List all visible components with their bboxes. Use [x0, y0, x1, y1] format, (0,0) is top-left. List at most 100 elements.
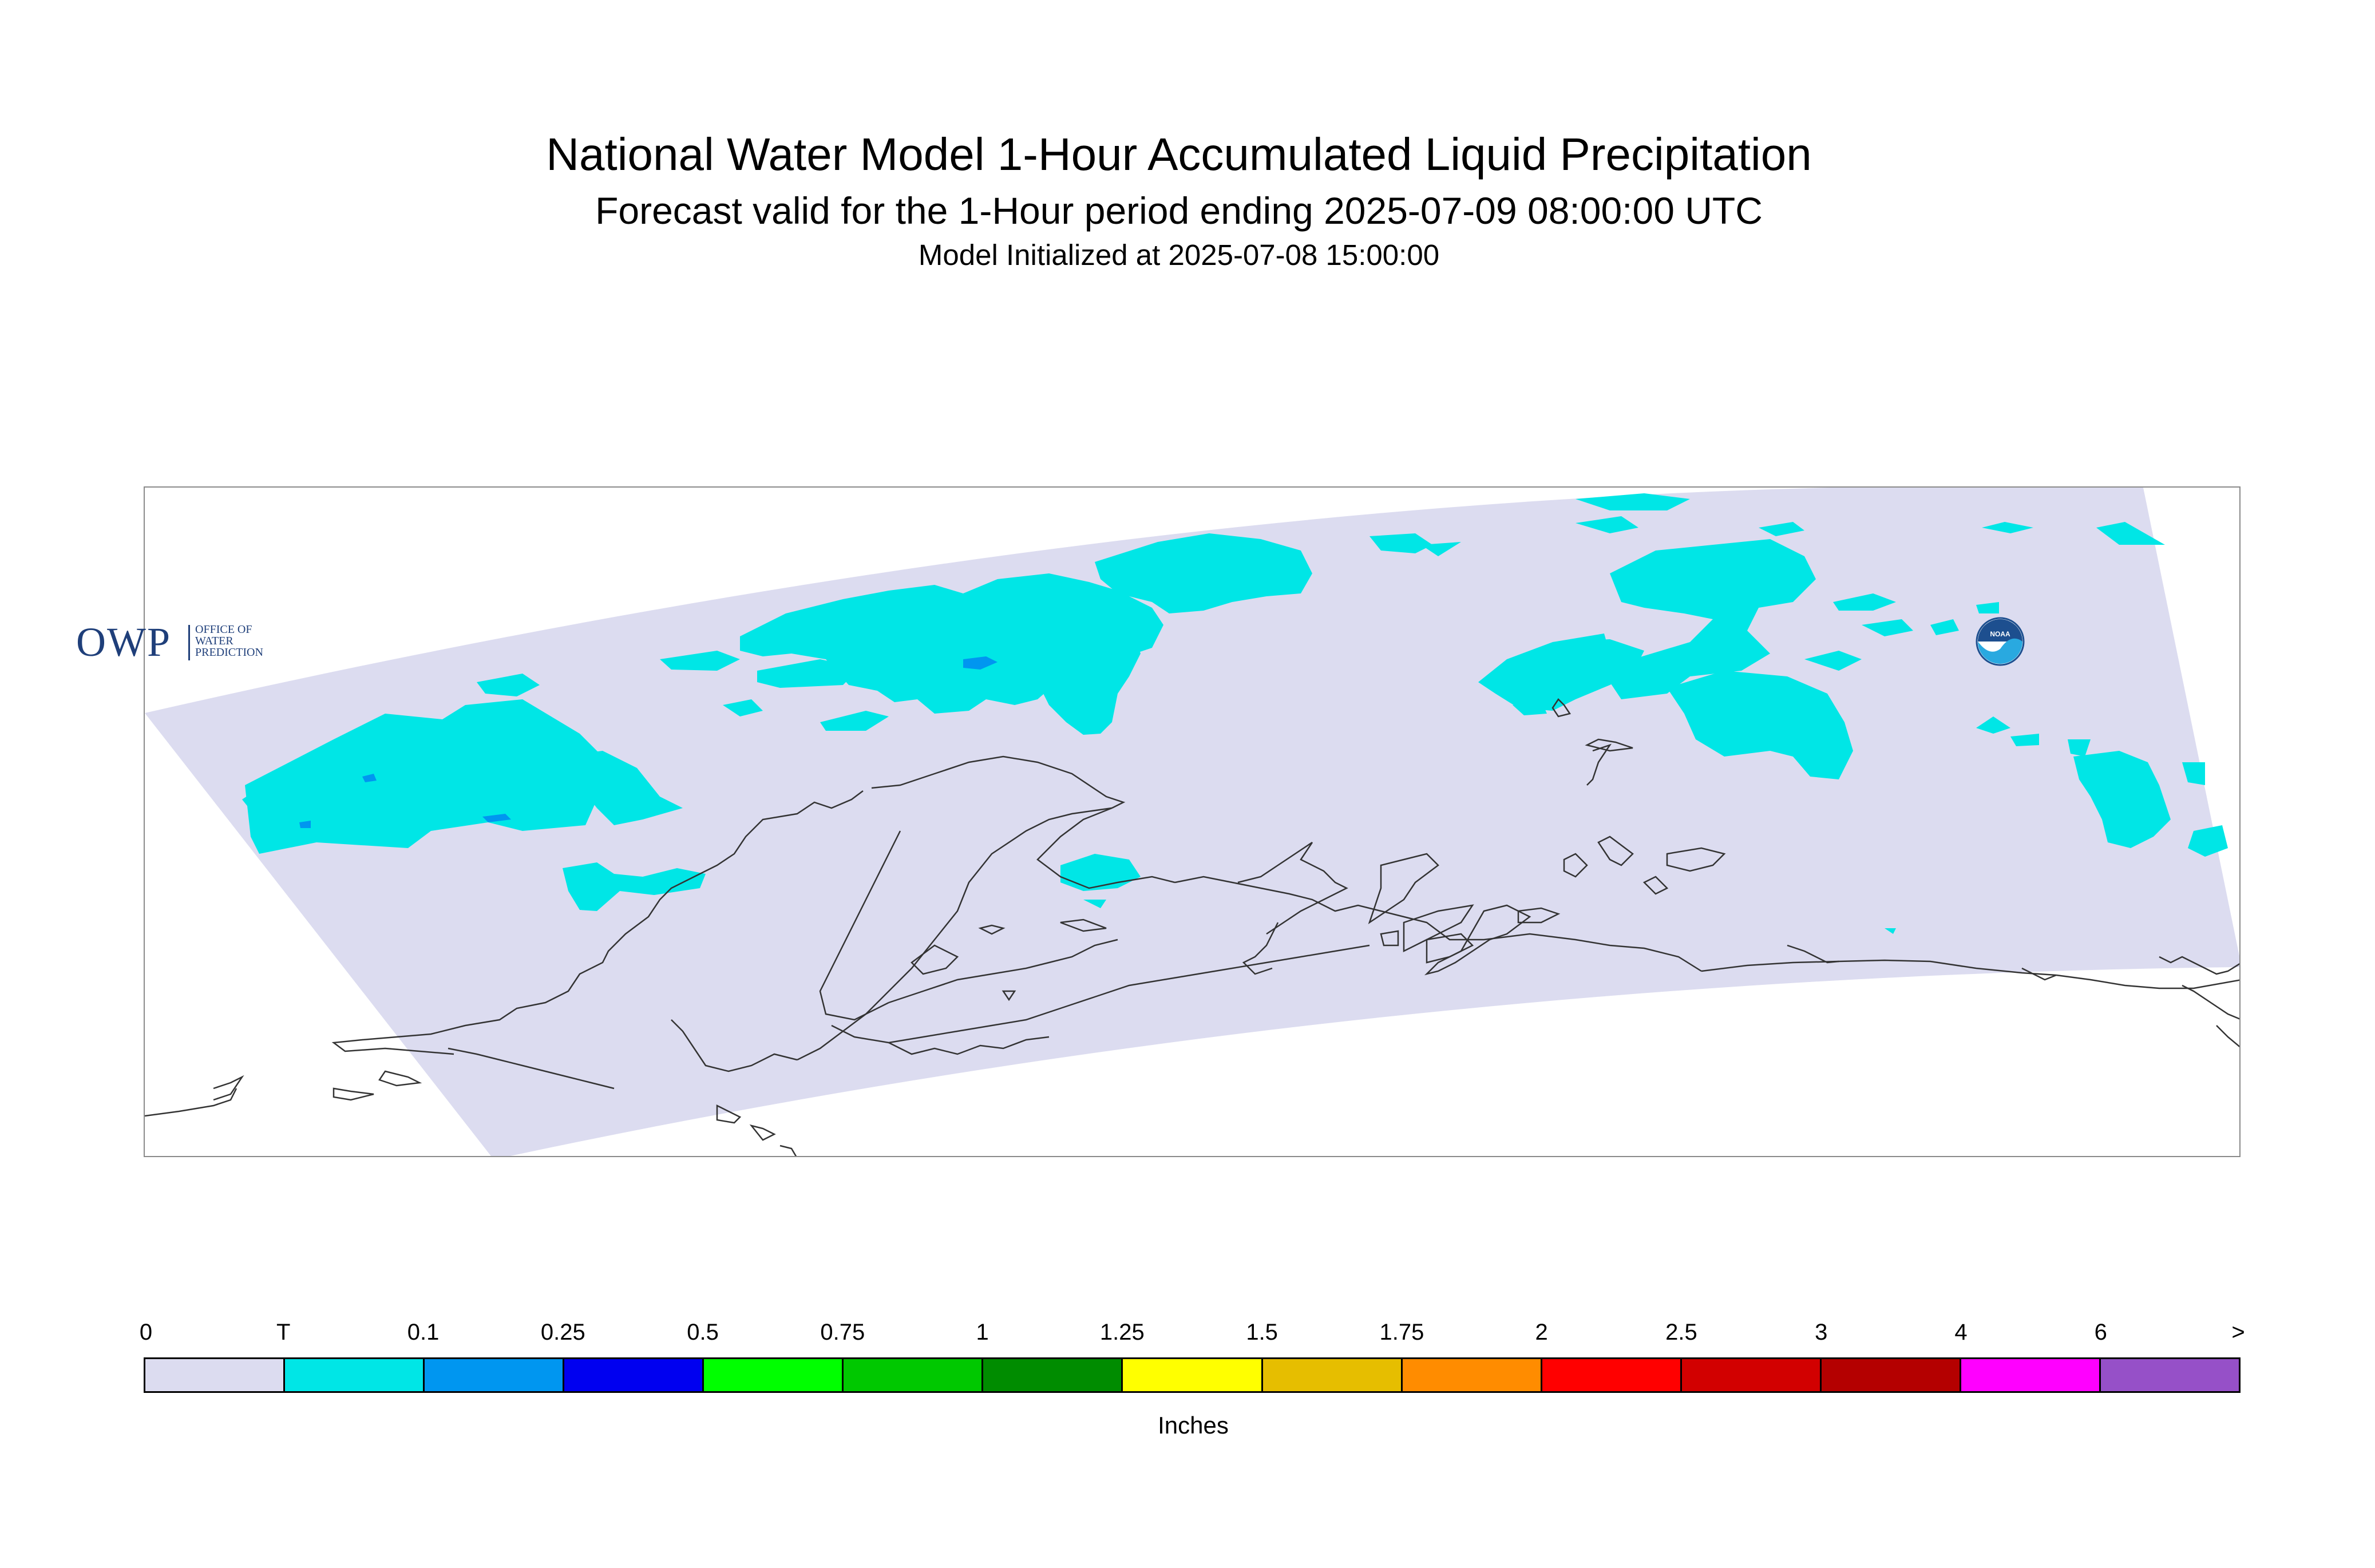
- coastline: [831, 944, 1370, 1044]
- colorbar-tick-label: 2: [1535, 1320, 1548, 1345]
- coastline: [1060, 918, 1107, 932]
- colorbar-tick-label: 0.1: [407, 1320, 440, 1345]
- colorbar-tick-label: 1: [976, 1320, 989, 1345]
- colorbar-tick-label: 1.5: [1246, 1320, 1278, 1345]
- precip-area: [362, 774, 377, 782]
- coastline: [888, 939, 1118, 1004]
- coastline: [1424, 904, 1531, 976]
- colorbar-tick-label: 0: [139, 1320, 153, 1345]
- coastline: [888, 1036, 1050, 1055]
- precip-area: [1095, 533, 1312, 613]
- coastline: [1666, 847, 1726, 872]
- coastline: [1597, 836, 1634, 866]
- coastline: [448, 1047, 615, 1090]
- colorbar-tick-label: 0.25: [540, 1320, 585, 1345]
- colorbar-tick-label: >: [2231, 1320, 2245, 1345]
- precip-area: [2010, 734, 2039, 746]
- coastline: [1586, 743, 1612, 786]
- colorbar-tick-label: 6: [2094, 1320, 2107, 1345]
- colorbar-tick-label: 2.5: [1665, 1320, 1697, 1345]
- precip-area: [1369, 533, 1432, 553]
- coastline: [1551, 698, 1572, 718]
- owp-logo-text-2: WATER: [195, 635, 233, 647]
- precip-area: [1667, 671, 1853, 779]
- precip-area: [723, 699, 763, 716]
- precip-area: [1976, 602, 1999, 613]
- colorbar-bin: [1402, 1359, 1542, 1391]
- precip-area: [1862, 619, 1913, 636]
- precip-area: [299, 821, 311, 828]
- coastline: [331, 967, 592, 1055]
- coastline: [1036, 807, 1175, 889]
- coastline: [671, 1019, 798, 1072]
- precip-area: [963, 656, 998, 670]
- coastline: [871, 755, 1126, 809]
- precip-area: [1759, 522, 1804, 536]
- colorbar-bin: [1821, 1359, 1961, 1391]
- colorbar-tick-label: 4: [1954, 1320, 1968, 1345]
- coastline: [1701, 959, 2057, 976]
- coastline: [213, 1075, 244, 1101]
- border: [2056, 974, 2239, 989]
- precip-area: [2068, 739, 2091, 757]
- coastline: [716, 1104, 742, 1124]
- colorbar-bin: [844, 1359, 984, 1391]
- precip-light-areas: [299, 656, 998, 828]
- precip-area: [1576, 493, 1690, 510]
- coastline: [819, 830, 901, 1021]
- coastline: [1002, 990, 1016, 1001]
- precip-area: [1038, 625, 1141, 735]
- colorbar-bin: [1681, 1359, 1822, 1391]
- coastline: [1380, 930, 1399, 947]
- colorbar-tick-label: 3: [1815, 1320, 1828, 1345]
- precip-area: [1610, 539, 1816, 699]
- colorbar-bin: [983, 1359, 1123, 1391]
- precip-area: [1885, 928, 1896, 934]
- owp-logo-divider: [188, 625, 190, 660]
- coastline: [911, 944, 959, 975]
- colorbar-tick-label: 1.25: [1099, 1320, 1145, 1345]
- coastline: [1174, 876, 1702, 972]
- colorbar-tick-label: T: [276, 1320, 291, 1345]
- colorbar-bin: [1542, 1359, 1682, 1391]
- coastline: [332, 1087, 374, 1101]
- coastline: [797, 807, 1113, 1061]
- precip-area: [557, 751, 683, 825]
- coastline: [2021, 967, 2057, 981]
- precip-area: [2073, 751, 2171, 848]
- precip-area: [1553, 633, 1610, 659]
- coastline: [779, 1145, 797, 1156]
- precip-trace-areas: [242, 493, 2228, 934]
- svg-text:NOAA: NOAA: [1990, 630, 2010, 638]
- colorbar-bin: [1262, 1359, 1403, 1391]
- coastline: [1787, 944, 1839, 964]
- precip-area: [820, 711, 889, 731]
- precipitation-map: [145, 488, 2239, 1156]
- precip-area: [660, 651, 740, 671]
- precip-area: [563, 862, 706, 911]
- colorbar-bin: [564, 1359, 704, 1391]
- precip-area: [1930, 619, 1959, 635]
- precip-area: [2096, 522, 2165, 545]
- model-init-line: Model Initialized at 2025-07-08 15:00:00: [918, 239, 1440, 271]
- coastline: [1563, 853, 1588, 878]
- coastlines: [145, 698, 2239, 1156]
- coastline: [978, 924, 1006, 935]
- colorbar-units-label: Inches: [1158, 1412, 1229, 1439]
- precip-area: [1804, 651, 1862, 671]
- precip-area: [1982, 522, 2033, 533]
- coastline: [1403, 904, 1474, 953]
- coastline: [378, 1070, 422, 1087]
- colorbar-tick-label: 0.5: [687, 1320, 719, 1345]
- coastline: [1642, 876, 1669, 895]
- coastline: [749, 1124, 776, 1141]
- colorbar-bin: [425, 1359, 565, 1391]
- precip-area: [1083, 900, 1106, 908]
- coastline: [2216, 1025, 2239, 1048]
- colorbar-bin: [704, 1359, 844, 1391]
- owp-logo-text-1: OFFICE OF: [195, 623, 252, 636]
- precip-area: [1513, 700, 1547, 715]
- precip-area: [1576, 516, 1638, 533]
- colorbar-bin: [285, 1359, 425, 1391]
- precip-area: [2182, 762, 2205, 785]
